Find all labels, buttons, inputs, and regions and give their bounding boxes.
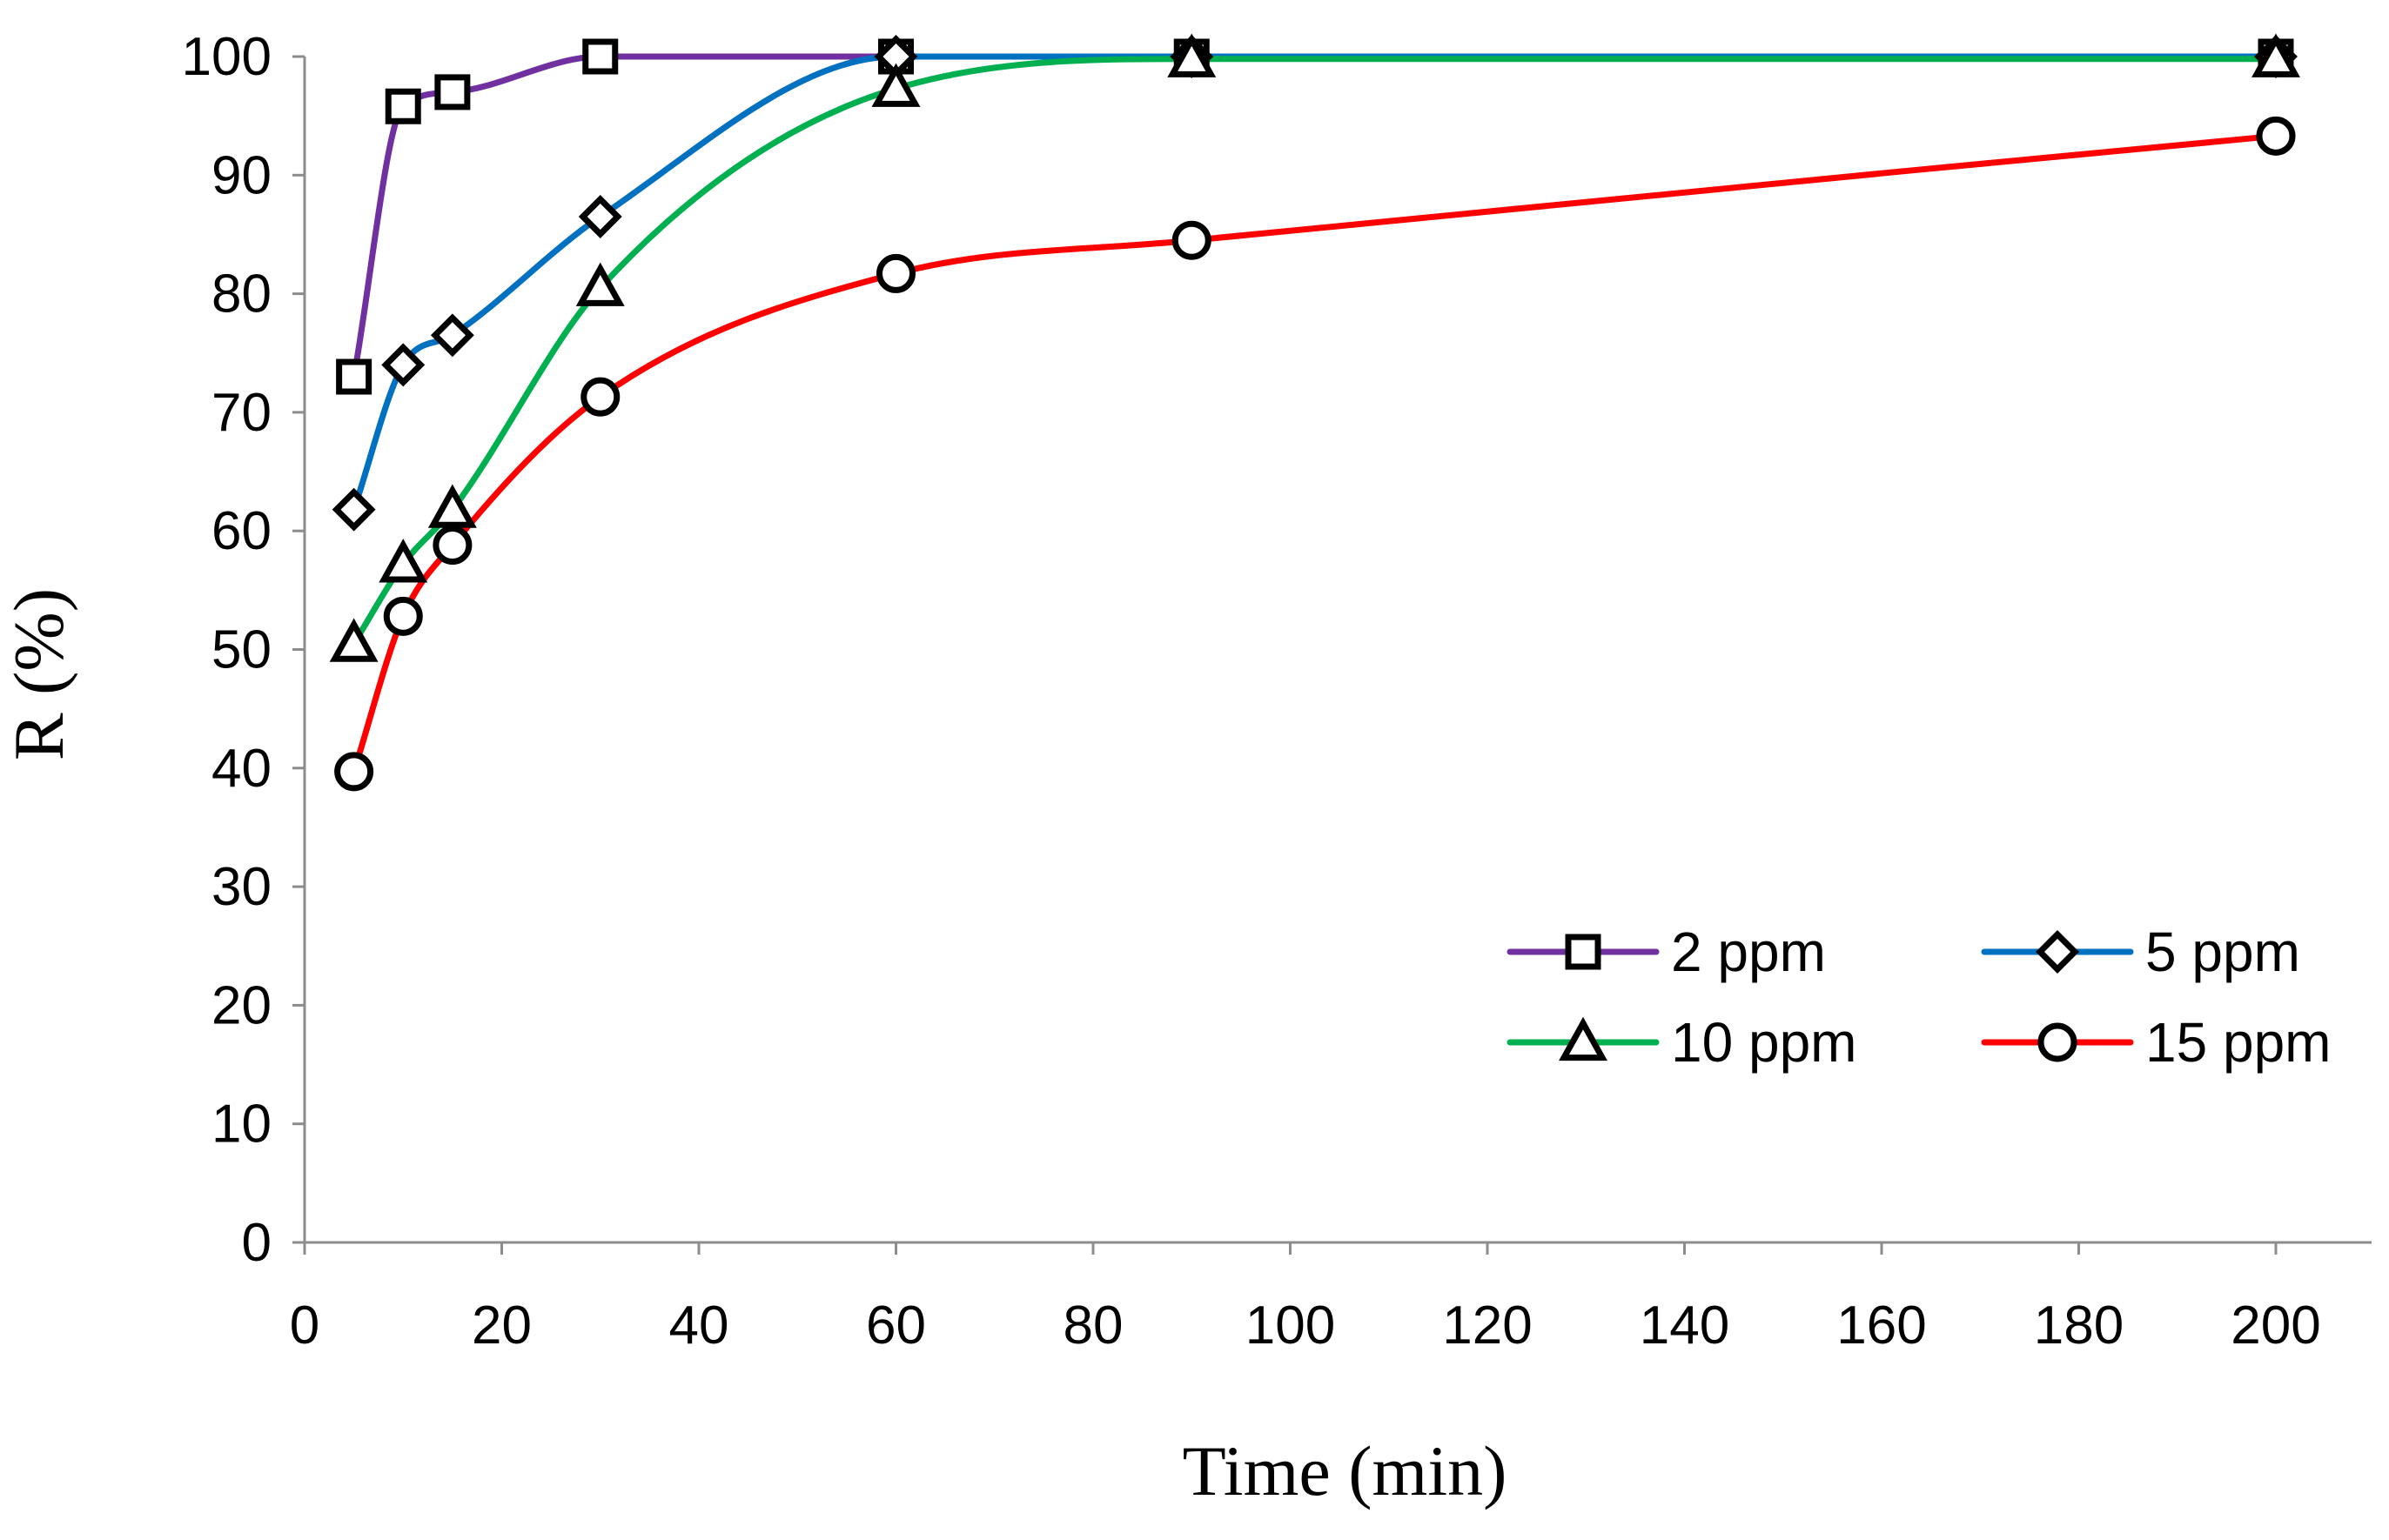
data-point — [578, 195, 622, 238]
legend-label: 2 ppm — [1671, 921, 1826, 983]
data-point — [336, 358, 372, 395]
y-tick-label: 10 — [211, 1095, 272, 1155]
x-tick-label: 80 — [1064, 1296, 1124, 1356]
y-tick-label: 50 — [211, 620, 272, 680]
x-tick-label: 60 — [866, 1296, 926, 1356]
series-markers — [329, 33, 2300, 792]
data-point — [383, 596, 423, 636]
x-tick-label: 180 — [2034, 1296, 2124, 1356]
y-tick-label: 70 — [211, 383, 272, 443]
data-point — [427, 484, 477, 528]
y-tick-label: 0 — [242, 1213, 272, 1273]
legend-marker — [1565, 934, 1601, 970]
data-point — [2251, 33, 2300, 77]
y-tick-label: 30 — [211, 857, 272, 917]
y-tick-label: 80 — [211, 264, 272, 325]
legend: 2 ppm 5 ppm 10 ppm 15 ppm — [1507, 921, 2331, 1074]
data-point — [876, 253, 916, 293]
legend-label: 15 ppm — [2145, 1011, 2331, 1074]
data-point — [582, 38, 619, 75]
data-point — [580, 377, 621, 417]
x-tick-label: 200 — [2231, 1296, 2320, 1356]
y-tick-label: 90 — [211, 145, 272, 205]
data-point — [385, 88, 421, 124]
x-tick-label: 40 — [669, 1296, 729, 1356]
x-ticks: 0 20 40 60 80 100 120 140 160 180 200 — [290, 1242, 2321, 1356]
legend-marker — [2037, 1022, 2077, 1062]
data-point — [332, 487, 376, 532]
data-point — [871, 63, 921, 107]
data-point — [430, 313, 474, 358]
data-point — [329, 618, 379, 662]
data-point — [2256, 116, 2296, 156]
data-point — [381, 343, 426, 387]
legend-marker — [2036, 930, 2079, 974]
legend-label: 10 ppm — [1671, 1011, 1856, 1074]
x-tick-label: 140 — [1640, 1296, 1729, 1356]
y-tick-label: 100 — [182, 27, 272, 87]
legend-label: 5 ppm — [2145, 921, 2300, 983]
data-point — [433, 526, 473, 566]
x-tick-label: 160 — [1836, 1296, 1926, 1356]
y-tick-label: 20 — [211, 975, 272, 1035]
x-tick-label: 0 — [290, 1296, 319, 1356]
x-tick-label: 20 — [472, 1296, 532, 1356]
y-tick-label: 40 — [211, 739, 272, 799]
data-point — [575, 262, 625, 306]
data-point — [379, 539, 428, 583]
data-point — [1171, 220, 1211, 260]
y-tick-label: 60 — [211, 501, 272, 561]
y-ticks: 0 10 20 30 40 50 60 70 80 90 100 — [182, 27, 305, 1273]
y-axis-title: R (%) — [0, 588, 78, 760]
x-tick-label: 100 — [1245, 1296, 1335, 1356]
data-point — [334, 752, 374, 792]
legend-marker — [1559, 1016, 1607, 1061]
x-axis-title: Time (min) — [1183, 1431, 1507, 1510]
data-point — [1167, 33, 1217, 77]
x-tick-label: 120 — [1442, 1296, 1532, 1356]
data-point — [434, 74, 471, 110]
